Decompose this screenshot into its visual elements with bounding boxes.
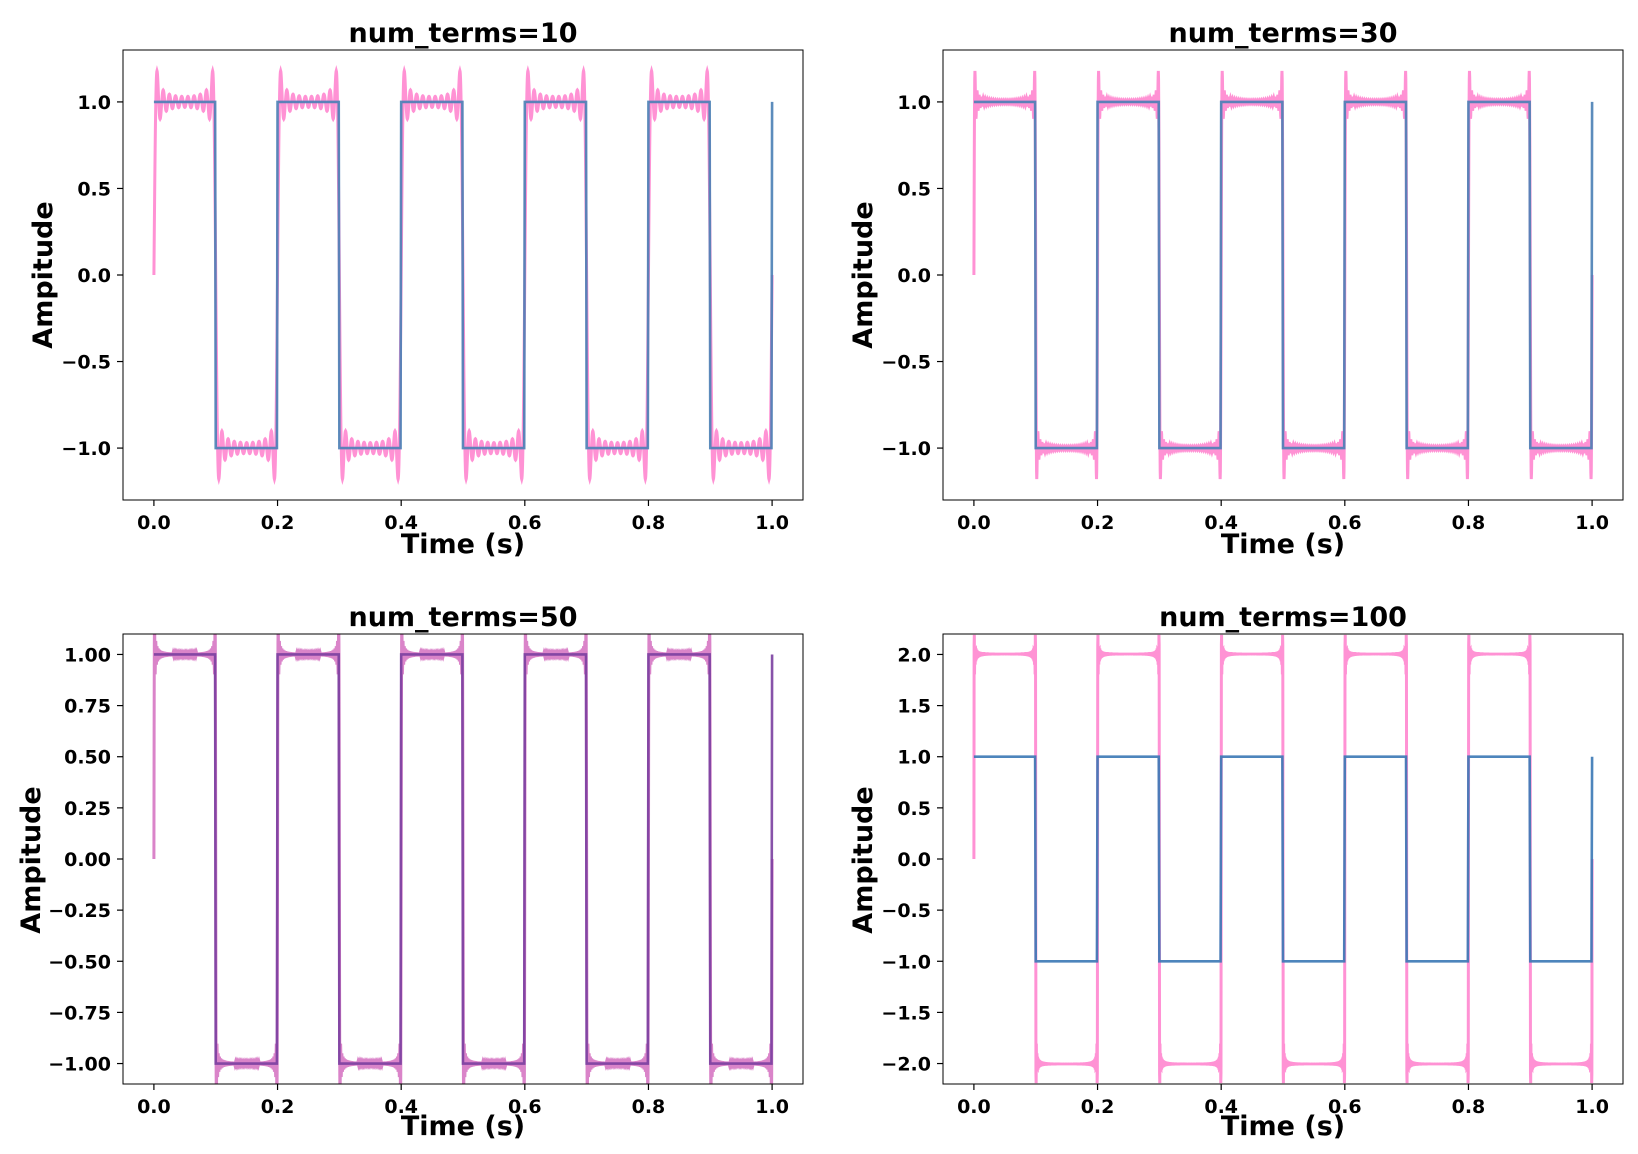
x-tick-label: 0.2	[261, 512, 295, 534]
x-tick-label: 1.0	[1575, 1096, 1609, 1118]
subplot-title: num_terms=10	[348, 18, 577, 49]
subplot-4: 0.0 0.2 0.4 0.6 0.8 1.0 −2.0 −1.5 −1.0 −0.5 0.0 0.5…	[848, 602, 1624, 1142]
x-tick-label: 0.8	[632, 1096, 666, 1118]
y-tick-label: 0.50	[64, 747, 111, 769]
y-tick-label: −0.75	[48, 1002, 111, 1024]
x-axis-label: Time (s)	[1221, 529, 1345, 560]
x-axis-label: Time (s)	[401, 1111, 525, 1142]
x-tick-label: 1.0	[755, 512, 789, 534]
x-tick-label: 0.6	[508, 1096, 542, 1118]
y-tick-label: 1.0	[77, 92, 111, 114]
x-tick-label: 0.0	[137, 512, 171, 534]
y-tick-label: 1.0	[897, 747, 931, 769]
x-tick-label: 0.4	[1204, 1096, 1238, 1118]
x-tick-label: 0.0	[957, 512, 991, 534]
subplot-3: 0.0 0.2 0.4 0.6 0.8 1.0 −1.00 −0.75 −0.50 −0.25 0.…	[16, 602, 804, 1142]
subplot-1: 0.0 0.2 0.4 0.6 0.8 1.0 −1.0 −0.5 0.0 0.5 1.0 num_t…	[28, 18, 804, 560]
x-tick-label: 0.2	[261, 1096, 295, 1118]
x-tick-label: 0.8	[1452, 1096, 1486, 1118]
y-axis-label: Ampitude	[848, 201, 879, 348]
y-tick-label: −0.25	[48, 900, 111, 922]
x-axis-label: Time (s)	[401, 529, 525, 560]
x-tick-label: 0.4	[384, 1096, 418, 1118]
y-axis-label: Ampitude	[16, 786, 47, 933]
x-tick-label: 0.6	[508, 512, 542, 534]
y-tick-label: 0.5	[897, 798, 931, 820]
subplot-title: num_terms=50	[348, 602, 577, 633]
y-tick-label: 0.5	[77, 178, 111, 200]
x-tick-label: 0.8	[632, 512, 666, 534]
subplot-title: num_terms=100	[1159, 602, 1407, 633]
y-tick-label: −1.5	[881, 1002, 931, 1024]
x-tick-label: 1.0	[1575, 512, 1609, 534]
subplot-title: num_terms=30	[1168, 18, 1397, 49]
square-wave-line	[153, 100, 774, 450]
square-wave-line	[973, 755, 1594, 963]
y-tick-label: −0.5	[61, 352, 111, 374]
x-tick-label: 0.6	[1328, 512, 1362, 534]
y-tick-label: −1.0	[61, 438, 111, 460]
y-tick-label: 1.0	[897, 92, 931, 114]
x-tick-label: 0.8	[1452, 512, 1486, 534]
x-tick-label: 0.4	[1204, 512, 1238, 534]
square-wave-line	[153, 653, 774, 1065]
y-tick-label: 0.5	[897, 178, 931, 200]
x-tick-label: 0.4	[384, 512, 418, 534]
subplot-2: 0.0 0.2 0.4 0.6 0.8 1.0 −1.0 −0.5 0.0 0.5 1.0 num_t…	[848, 18, 1624, 560]
x-tick-label: 0.2	[1081, 512, 1115, 534]
y-tick-label: −2.0	[881, 1054, 931, 1076]
square-wave-line	[973, 100, 1594, 450]
y-axis-label: Ampitude	[28, 201, 59, 348]
x-axis-label: Time (s)	[1221, 1111, 1345, 1142]
y-tick-label: 0.25	[64, 798, 111, 820]
x-tick-label: 0.6	[1328, 1096, 1362, 1118]
y-tick-label: −1.0	[881, 951, 931, 973]
y-tick-label: 0.00	[64, 849, 111, 871]
y-tick-label: −0.5	[881, 352, 931, 374]
y-tick-label: 0.75	[64, 696, 111, 718]
y-tick-label: −0.50	[48, 951, 111, 973]
y-tick-label: −1.0	[881, 438, 931, 460]
y-tick-label: 0.0	[897, 265, 931, 287]
y-axis-label: Ampitude	[848, 786, 879, 933]
y-tick-label: 0.0	[897, 849, 931, 871]
y-tick-label: 1.00	[64, 644, 111, 666]
y-tick-label: 0.0	[77, 265, 111, 287]
x-tick-label: 1.0	[755, 1096, 789, 1118]
y-tick-label: 2.0	[897, 644, 931, 666]
y-tick-label: 1.5	[897, 696, 931, 718]
x-tick-label: 0.0	[957, 1096, 991, 1118]
y-tick-label: −1.00	[48, 1054, 111, 1076]
y-tick-label: −0.5	[881, 900, 931, 922]
x-tick-label: 0.2	[1081, 1096, 1115, 1118]
x-tick-label: 0.0	[137, 1096, 171, 1118]
